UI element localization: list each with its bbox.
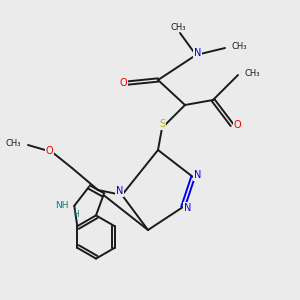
- Text: N: N: [116, 186, 123, 197]
- Text: N: N: [116, 186, 123, 197]
- Text: N: N: [184, 202, 191, 213]
- Text: O: O: [120, 78, 127, 88]
- Text: N: N: [194, 170, 201, 181]
- Text: N: N: [194, 48, 201, 58]
- Text: CH₃: CH₃: [231, 42, 247, 51]
- Text: O: O: [233, 120, 241, 130]
- Text: O: O: [46, 146, 53, 155]
- Text: NH: NH: [56, 201, 69, 210]
- Text: N: N: [184, 202, 191, 213]
- Text: CH₃: CH₃: [244, 69, 260, 78]
- Text: H: H: [73, 210, 79, 219]
- Text: CH₃: CH₃: [5, 139, 20, 148]
- Text: S: S: [158, 119, 166, 129]
- Text: O: O: [120, 78, 127, 88]
- Text: O: O: [46, 146, 53, 155]
- Text: N: N: [194, 48, 201, 58]
- Text: CH₃: CH₃: [171, 23, 186, 32]
- Text: N: N: [194, 170, 201, 181]
- Text: S: S: [159, 119, 165, 129]
- Text: O: O: [233, 120, 241, 130]
